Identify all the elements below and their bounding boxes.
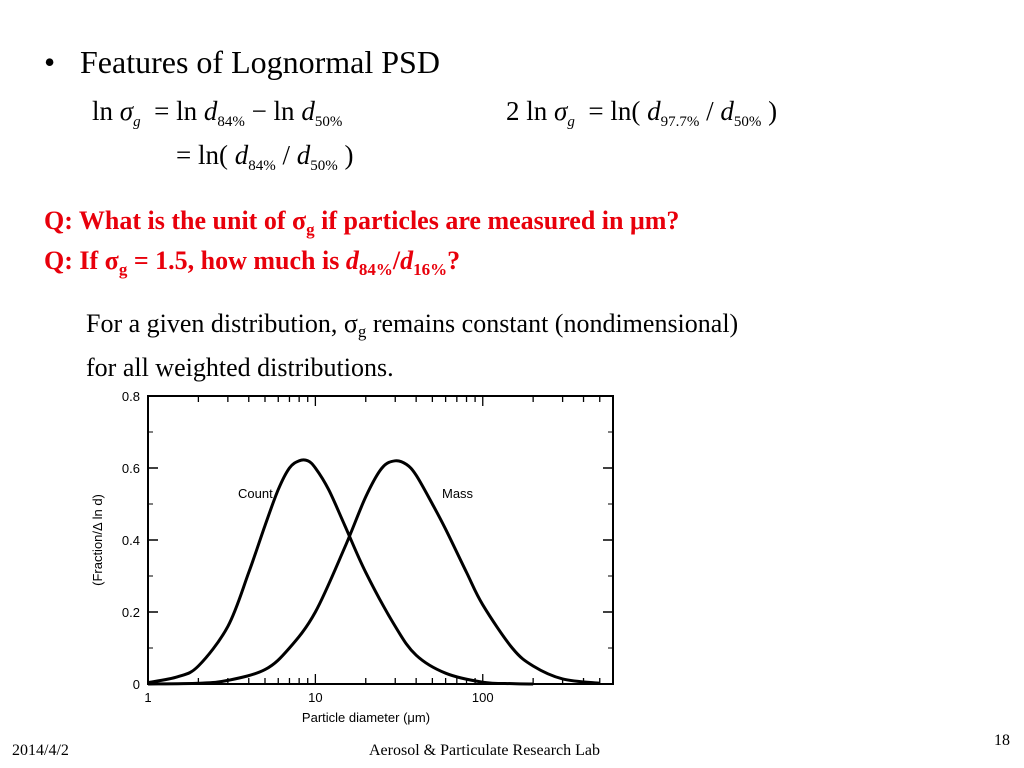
note-text: For a given distribution, σg remains con…	[86, 306, 738, 386]
psd-chart: 0 0.2 0.4 0.6 0.8 1 10 100 Particle diameter (μ…	[90, 389, 614, 725]
y-tick-label: 0.2	[122, 605, 140, 620]
equation-ln-ratio: = ln( d84% / d50% )	[176, 140, 354, 174]
series-group	[147, 458, 600, 686]
mass-curve	[147, 459, 600, 686]
tick-labels: 0 0.2 0.4 0.6 0.8 1 10 100	[122, 389, 494, 705]
bullet-heading: • Features of Lognormal PSD	[44, 44, 440, 81]
bullet-dot: •	[44, 44, 56, 80]
x-axis-label: Particle diameter (μm)	[302, 710, 430, 725]
x-tick-label: 100	[472, 690, 494, 705]
x-tick-label: 1	[144, 690, 151, 705]
footer-date: 2014/4/2	[12, 742, 69, 759]
y-tick-label: 0.6	[122, 461, 140, 476]
page-number: 18	[994, 732, 1010, 749]
y-tick-label: 0.4	[122, 533, 140, 548]
question-unit-sigma-g: Q: What is the unit of σg if particles a…	[44, 206, 680, 239]
series-label-count: Count	[238, 486, 273, 501]
note-line-1: For a given distribution, σg remains con…	[86, 309, 739, 341]
y-tick-label: 0.8	[122, 389, 140, 404]
question-ratio: Q: If σg = 1.5, how much is d84%/d16%?	[44, 246, 461, 279]
x-tick-label: 10	[308, 690, 322, 705]
bullet-text: Features of Lognormal PSD	[80, 44, 440, 80]
y-tick-label: 0	[133, 677, 140, 692]
equation-ln-sigma-g: ln σg = ln d84% − ln d50%	[92, 96, 343, 130]
note-line-2: for all weighted distributions.	[86, 353, 394, 382]
footer-lab: Aerosol & Particulate Research Lab	[369, 742, 601, 759]
count-curve	[147, 458, 534, 686]
equation-2ln-sigma-g: 2 ln σg = ln( d97.7% / d50% )	[506, 96, 778, 130]
series-label-mass: Mass	[442, 486, 474, 501]
y-axis-label: (Fraction/Δ ln d)	[90, 494, 105, 586]
